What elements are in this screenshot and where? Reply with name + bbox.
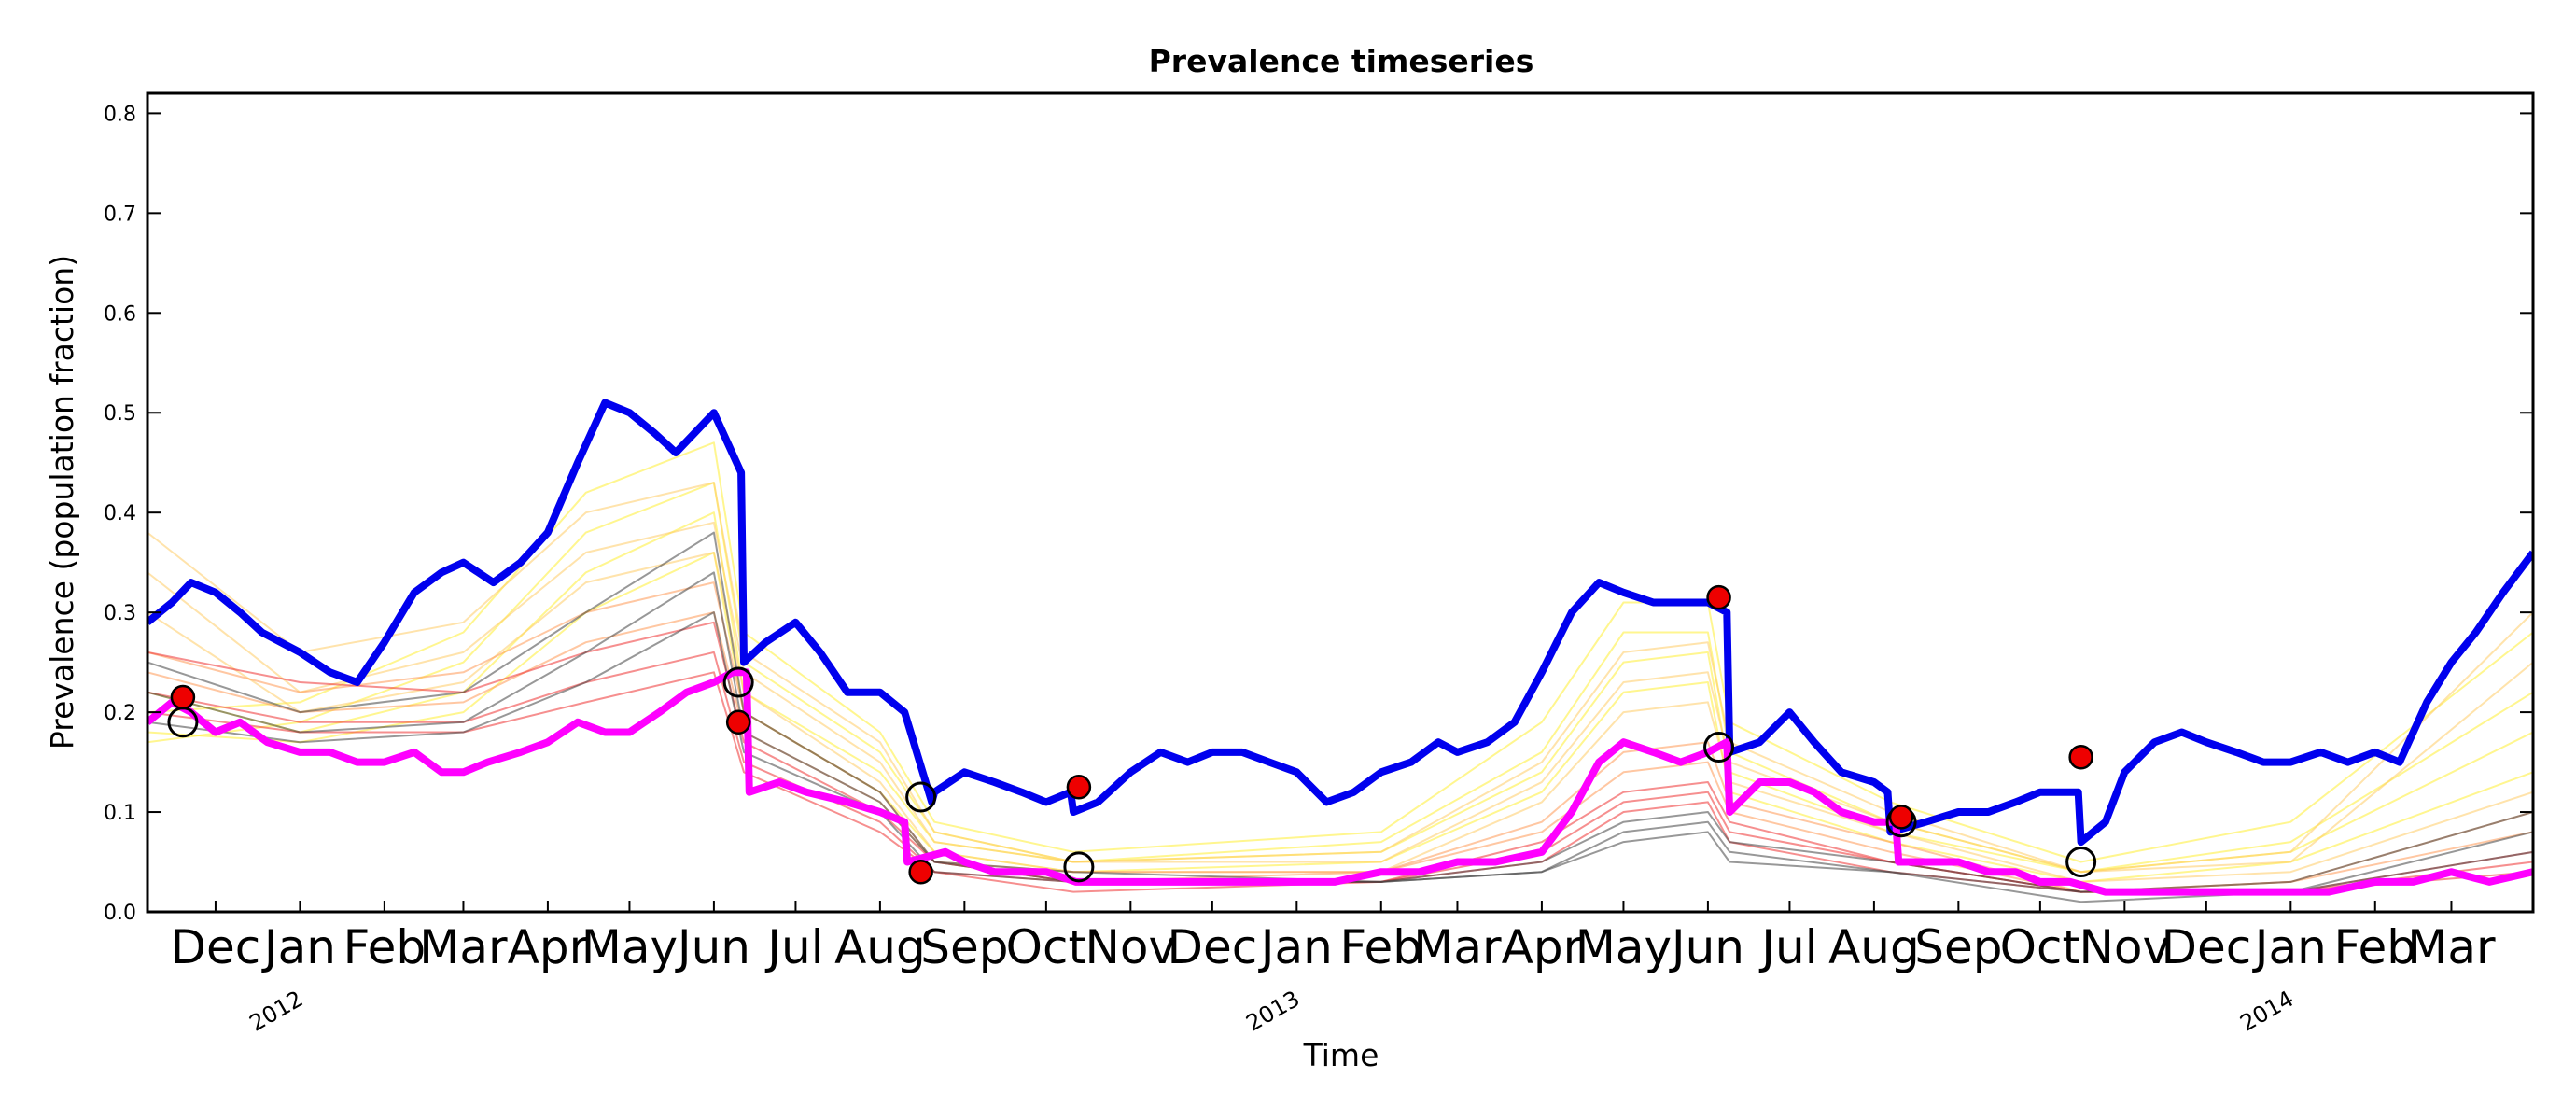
- x-tick-label: Jul: [764, 920, 823, 974]
- x-tick-label: Jun: [1669, 920, 1744, 974]
- y-axis-label: Prevalence (population fraction): [44, 255, 80, 749]
- ensemble-line-7: [147, 521, 2533, 874]
- x-axis-label: Time: [1303, 1037, 1379, 1073]
- x-tick-label: Jan: [2252, 920, 2327, 974]
- open-marker-4: [1703, 732, 1735, 763]
- filled-marker-2: [908, 859, 933, 885]
- ensemble-line-2: [147, 441, 2533, 863]
- y-tick-label: 0.6: [104, 302, 136, 326]
- ensemble-line-5: [147, 552, 2533, 883]
- x-tick-label: Nov: [1085, 920, 1177, 974]
- x-tick-label: Mar: [1413, 920, 1502, 974]
- y-tick-label: 0.3: [104, 602, 136, 625]
- open-marker-6: [2065, 847, 2097, 878]
- x-tick-label: Feb: [1340, 920, 1423, 974]
- main-lines: [147, 399, 2533, 896]
- x-tick-label: Jul: [1758, 920, 1817, 974]
- ensemble-line-4: [147, 511, 2533, 874]
- ensemble-lines: [147, 441, 2533, 903]
- x-tick-label: May: [581, 920, 678, 974]
- y-tick-label: 0.1: [104, 802, 136, 825]
- filled-marker-1: [725, 709, 751, 735]
- ensemble-line-14: [147, 531, 2533, 893]
- main-series-line-0: [147, 399, 2533, 847]
- y-tick-label: 0.7: [104, 203, 136, 226]
- x-tick-label: Apr: [1502, 920, 1583, 974]
- filled-marker-6: [2068, 744, 2093, 770]
- x-tick-label: Oct: [2000, 920, 2080, 974]
- x-tick-label: Jan: [261, 920, 336, 974]
- x-tick-label: Mar: [419, 920, 508, 974]
- x-tick-label: Dec: [171, 920, 261, 974]
- x-tick-label: May: [1575, 920, 1672, 974]
- x-tick-label: Aug: [1828, 920, 1920, 974]
- x-tick-label: Feb: [343, 920, 427, 974]
- filled-marker-0: [170, 684, 196, 710]
- x-tick-label: Nov: [2079, 920, 2171, 974]
- open-marker-0: [167, 707, 199, 738]
- ensemble-line-9: [147, 581, 2533, 893]
- ensemble-line-8: [147, 552, 2533, 883]
- x-tick-label: Dec: [1167, 920, 1257, 974]
- filled-marker-3: [1066, 775, 1092, 800]
- open-marker-2: [905, 781, 937, 813]
- x-tick-label: Apr: [508, 920, 589, 974]
- filled-marker-4: [1706, 584, 1731, 610]
- ensemble-line-10: [147, 611, 2533, 893]
- y-tick-label: 0.5: [104, 402, 136, 426]
- x-year-label: 2012: [245, 986, 308, 1037]
- y-tick-label: 0.4: [104, 502, 136, 525]
- x-tick-label: Mar: [2407, 920, 2496, 974]
- x-year-label: 2013: [1241, 986, 1304, 1037]
- ensemble-line-12: [147, 651, 2533, 893]
- x-tick-label: Jan: [1258, 920, 1333, 974]
- x-tick-label: Oct: [1006, 920, 1086, 974]
- open-marker-3: [1063, 851, 1095, 883]
- x-tick-label: Dec: [2161, 920, 2251, 974]
- y-tick-label: 0.2: [104, 702, 136, 725]
- x-tick-label: Jun: [675, 920, 750, 974]
- x-tick-label: Feb: [2334, 920, 2417, 974]
- x-year-label: 2014: [2235, 986, 2298, 1037]
- x-tick-label: Sep: [920, 920, 1008, 974]
- plot-frame: [146, 91, 2535, 914]
- main-series-line-1: [147, 668, 2533, 896]
- chart-title: Prevalence timeseries: [1149, 43, 1534, 79]
- y-axis: 0.0 0.1 0.2 0.3 0.4 0.5 0.6 0.7 0.8: [104, 103, 2533, 925]
- filled-marker-5: [1888, 805, 1914, 830]
- event-markers: [167, 584, 2097, 885]
- open-marker-1: [722, 666, 754, 698]
- y-tick-label: 0.8: [104, 103, 136, 126]
- x-tick-label: Sep: [1914, 920, 2002, 974]
- x-tick-label: Aug: [834, 920, 926, 974]
- y-tick-label: 0.0: [104, 902, 136, 925]
